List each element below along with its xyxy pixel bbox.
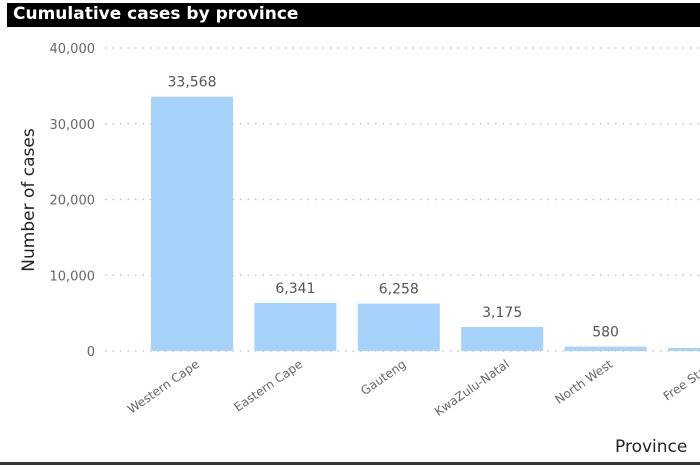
x-tick-label: KwaZulu-Natal xyxy=(432,357,512,419)
y-tick-label: 40,000 xyxy=(50,42,96,57)
data-label: 33,568 xyxy=(168,75,217,91)
y-tick-label: 0 xyxy=(87,345,95,360)
y-axis-label: Number of cases xyxy=(19,128,39,272)
x-tick-label: Gauteng xyxy=(358,357,408,398)
title-bar: Cumulative cases by province xyxy=(7,3,700,27)
chart-title: Cumulative cases by province xyxy=(13,4,299,24)
bar xyxy=(564,346,647,351)
bottom-border xyxy=(0,462,700,465)
data-label: 6,341 xyxy=(275,281,315,297)
x-tick-label: Free State xyxy=(661,357,700,403)
bar xyxy=(668,348,700,351)
y-tick-label: 30,000 xyxy=(50,118,96,133)
data-label: 580 xyxy=(592,325,619,341)
data-label: 6,258 xyxy=(379,282,419,298)
y-tick-label: 20,000 xyxy=(50,194,96,209)
bar xyxy=(357,303,440,351)
bar xyxy=(254,302,337,351)
x-tick-label: North West xyxy=(552,357,615,407)
x-tick-label: Western Cape xyxy=(125,357,202,417)
y-tick-label: 10,000 xyxy=(50,269,96,284)
x-axis-label: Province xyxy=(615,437,687,457)
x-tick-label: Eastern Cape xyxy=(231,357,305,414)
data-label: 3,175 xyxy=(482,305,522,321)
bar xyxy=(151,96,233,351)
bar xyxy=(461,326,544,351)
